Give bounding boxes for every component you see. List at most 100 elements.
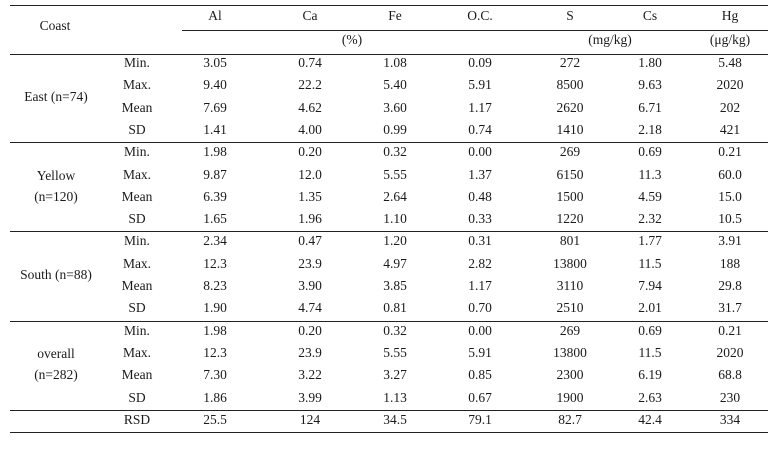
header-bottom-rule <box>10 54 768 55</box>
table-cell: 5.55 <box>383 166 407 182</box>
table-cell: 1.86 <box>203 389 227 405</box>
table-cell: 4.59 <box>638 188 662 204</box>
table-cell: 79.1 <box>468 411 492 427</box>
table-cell: 1.80 <box>638 55 662 70</box>
table-cell: 12.3 <box>203 344 227 360</box>
table-cell: 0.69 <box>638 322 662 338</box>
table-cell: 6.19 <box>638 367 662 383</box>
table-cell: 2020 <box>716 77 744 93</box>
group-separator-rule <box>10 320 768 322</box>
table-cell: 11.3 <box>638 166 662 182</box>
table-cell: 1500 <box>556 188 584 204</box>
table-cell: 0.00 <box>468 144 492 160</box>
table-cell: 34.5 <box>383 411 407 427</box>
table-cell: 0.99 <box>383 121 407 137</box>
header-sub-rule <box>182 30 768 31</box>
coast-group-label: East (n=74) <box>24 88 88 104</box>
table-cell: 6.71 <box>638 99 662 115</box>
table-cell: 2.01 <box>638 300 662 316</box>
table-cell: 2.82 <box>468 255 492 271</box>
table-cell: 1.17 <box>468 278 492 293</box>
group-separator-rule <box>10 231 768 233</box>
table-cell: 0.20 <box>298 144 322 160</box>
table-cell: 29.8 <box>718 278 742 293</box>
table-cell: 5.55 <box>383 344 407 360</box>
stat-label: Mean <box>121 278 153 293</box>
table-cell: 1.37 <box>468 166 492 182</box>
table-cell: 3.91 <box>718 233 742 249</box>
table-cell: 3.27 <box>383 367 407 383</box>
table-cell: 3.22 <box>298 367 322 383</box>
stat-label: Mean <box>121 367 153 383</box>
table-cell: 5.91 <box>468 344 492 360</box>
table-cell: 4.00 <box>298 121 322 137</box>
table-cell: 12.0 <box>298 166 322 182</box>
table-cell: 1.96 <box>298 211 322 227</box>
table-cell: 230 <box>719 389 741 405</box>
column-header-cs: Cs <box>642 8 658 23</box>
stat-label: SD <box>128 121 146 137</box>
table-cell: 31.7 <box>718 300 742 316</box>
table-cell: 23.9 <box>298 255 322 271</box>
stat-label: Max. <box>122 344 152 360</box>
table-cell: 1.35 <box>298 188 322 204</box>
table-cell: 2620 <box>556 99 584 115</box>
rsd-label: RSD <box>123 411 151 427</box>
table-cell: 5.40 <box>383 77 407 93</box>
coast-group-label: South (n=88) <box>20 267 92 283</box>
coast-group-label: Yellow (n=120) <box>34 167 78 204</box>
table-cell: 0.85 <box>468 367 492 383</box>
column-header-s: S <box>566 8 574 23</box>
table-cell: 1.98 <box>203 322 227 338</box>
table-cell: 8.23 <box>203 278 227 293</box>
table-cell: 23.9 <box>298 344 322 360</box>
table-cell: 1.17 <box>468 99 492 115</box>
table-cell: 6.39 <box>203 188 227 204</box>
table-cell: 42.4 <box>638 411 662 427</box>
top-rule <box>10 5 768 6</box>
stat-label: Min. <box>124 322 150 338</box>
table-cell: 2300 <box>556 367 584 383</box>
table-cell: 4.97 <box>383 255 407 271</box>
table-cell: 0.33 <box>468 211 492 227</box>
table-cell: 0.00 <box>468 322 492 338</box>
stat-label: Min. <box>124 55 150 70</box>
table-cell: 7.94 <box>638 278 662 293</box>
stat-label: Max. <box>122 166 152 182</box>
coast-group-label: overall (n=282) <box>34 346 78 383</box>
table-cell: 1900 <box>556 389 584 405</box>
table-cell: 0.74 <box>468 121 492 137</box>
table-cell: 2.34 <box>203 233 227 249</box>
table-cell: 0.67 <box>468 389 492 405</box>
table-cell: 1.65 <box>203 211 227 227</box>
table-cell: 0.69 <box>638 144 662 160</box>
table-cell: 2020 <box>716 344 744 360</box>
table-cell: 272 <box>559 55 581 70</box>
table-cell: 1.10 <box>383 211 407 227</box>
table-cell: 1220 <box>556 211 584 227</box>
unit-ugkg-label: (μg/kg) <box>709 32 751 47</box>
table-cell: 9.40 <box>203 77 227 93</box>
table-cell: 22.2 <box>298 77 322 93</box>
table-cell: 10.5 <box>718 211 742 227</box>
table-cell: 3.60 <box>383 99 407 115</box>
table-cell: 1.08 <box>383 55 407 70</box>
table-cell: 7.69 <box>203 99 227 115</box>
table-cell: 4.74 <box>298 300 322 316</box>
coast-header: Coast <box>39 18 71 33</box>
table-cell: 421 <box>719 121 741 137</box>
table-cell: 2.63 <box>638 389 662 405</box>
stat-label: SD <box>128 300 146 316</box>
table-cell: 3110 <box>556 278 584 293</box>
table-cell: 1410 <box>556 121 584 137</box>
table-cell: 3.05 <box>203 55 227 70</box>
table-cell: 9.63 <box>638 77 662 93</box>
table-cell: 15.0 <box>718 188 742 204</box>
table-cell: 9.87 <box>203 166 227 182</box>
table-cell: 6150 <box>556 166 584 182</box>
table-cell: 5.48 <box>718 55 742 70</box>
stat-label: SD <box>128 211 146 227</box>
stat-label: SD <box>128 389 146 405</box>
table-cell: 0.48 <box>468 188 492 204</box>
group-separator-rule <box>10 142 768 144</box>
